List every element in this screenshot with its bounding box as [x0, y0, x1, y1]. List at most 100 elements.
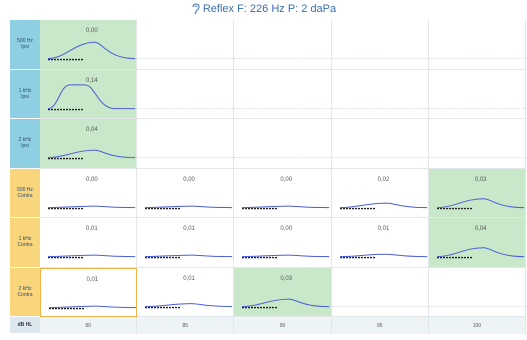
- reflex-value: 0,00: [86, 176, 98, 183]
- reflex-curve: [145, 205, 233, 208]
- reflex-cell[interactable]: 0,14: [40, 69, 138, 119]
- reflex-value: 0,03: [280, 275, 293, 282]
- reflex-curve: [242, 298, 330, 307]
- empty-reference: [428, 107, 526, 109]
- reflex-waveform: [145, 254, 233, 259]
- reflex-cell[interactable]: 0,00: [40, 168, 138, 218]
- reflex-curve: [145, 254, 233, 258]
- reflex-curve: [47, 254, 136, 258]
- empty-reference: [331, 107, 429, 109]
- empty-cell: [428, 20, 526, 70]
- reflex-curve: [339, 202, 427, 208]
- reflex-cell[interactable]: 0,00: [40, 20, 138, 70]
- reflex-curve: [242, 205, 330, 208]
- reflex-waveform: [145, 205, 233, 209]
- reflex-cell[interactable]: 0,03: [234, 267, 332, 317]
- reflex-curve: [47, 205, 136, 208]
- reflex-curve: [242, 254, 330, 258]
- reflex-cell[interactable]: 0,00: [137, 168, 235, 218]
- level-label: 90: [234, 317, 332, 334]
- reflex-value: 0,00: [280, 226, 293, 232]
- reflex-waveform: [242, 205, 330, 209]
- empty-cell: [331, 119, 429, 169]
- reflex-cell[interactable]: 0,01: [137, 267, 235, 317]
- reflex-waveform: [242, 254, 330, 259]
- reflex-waveform: [47, 83, 136, 110]
- empty-cell: [137, 119, 235, 169]
- empty-reference: [137, 58, 235, 59]
- reflex-cell[interactable]: 0,01: [137, 218, 235, 268]
- reflex-curve: [47, 83, 136, 109]
- empty-reference: [428, 305, 526, 307]
- empty-cell: [428, 267, 526, 317]
- empty-reference: [428, 58, 526, 59]
- empty-reference: [234, 58, 332, 59]
- reflex-value: 0,04: [86, 127, 98, 133]
- reflex-value: 0,00: [280, 176, 293, 183]
- reflex-waveform: [47, 149, 136, 160]
- reflex-waveform: [47, 41, 136, 61]
- reflex-cell[interactable]: 0,00: [234, 168, 332, 218]
- reflex-cell[interactable]: 0,04: [40, 119, 138, 169]
- row-label: 500 Hz Ipsi: [10, 20, 40, 70]
- reflex-value: 0,14: [86, 77, 98, 84]
- reflex-curve: [145, 302, 233, 307]
- reflex-waveform: [339, 253, 427, 259]
- footer-label: dB HL: [10, 317, 40, 334]
- level-label: 95: [331, 317, 429, 334]
- reflex-value: 0,01: [183, 226, 195, 232]
- reflex-value: 0,04: [474, 226, 487, 232]
- reflex-cell[interactable]: 0,02: [331, 168, 429, 218]
- ear-icon: [192, 3, 200, 14]
- reflex-curve: [48, 305, 137, 308]
- reflex-curve: [436, 247, 524, 258]
- reflex-grid: 500 Hz Ipsi 0,00 1 kHz Ipsi 0,14 2 kHz Ipsi 0…: [10, 20, 526, 340]
- reflex-curve: [339, 253, 427, 258]
- reflex-waveform: [47, 205, 136, 209]
- reflex-cell[interactable]: 0,03: [428, 168, 526, 218]
- empty-cell: [331, 267, 429, 317]
- reflex-cell[interactable]: 0,01: [40, 218, 138, 268]
- reflex-cell[interactable]: 0,01: [40, 267, 138, 317]
- empty-reference: [137, 157, 235, 158]
- level-label: 85: [137, 317, 235, 334]
- empty-reference: [331, 58, 429, 59]
- reflex-waveform: [48, 305, 137, 309]
- row-label: 500 Hz Contra: [10, 168, 40, 218]
- empty-cell: [428, 119, 526, 169]
- reflex-waveform: [436, 197, 524, 209]
- reflex-cell[interactable]: 0,00: [234, 218, 332, 268]
- reflex-waveform: [242, 298, 330, 308]
- reflex-curve: [47, 41, 136, 60]
- reflex-value: 0,01: [183, 275, 195, 282]
- reflex-waveform: [145, 302, 233, 308]
- reflex-value: 0,00: [86, 28, 98, 34]
- empty-cell: [331, 20, 429, 70]
- empty-reference: [331, 305, 429, 307]
- reflex-value: 0,00: [183, 176, 195, 183]
- empty-cell: [137, 20, 235, 70]
- empty-reference: [234, 107, 332, 109]
- empty-cell: [234, 119, 332, 169]
- reflex-cell[interactable]: 0,04: [428, 218, 526, 268]
- empty-cell: [234, 20, 332, 70]
- empty-cell: [234, 69, 332, 119]
- empty-cell: [428, 69, 526, 119]
- empty-cell: [331, 69, 429, 119]
- level-label: 100: [428, 317, 526, 334]
- reflex-value: 0,01: [86, 226, 98, 232]
- reflex-curve: [47, 149, 136, 159]
- reflex-waveform: [47, 254, 136, 259]
- row-label: 2 kHz Ipsi: [10, 119, 40, 169]
- reflex-waveform: [436, 247, 524, 259]
- empty-cell: [137, 69, 235, 119]
- empty-reference: [428, 157, 526, 158]
- row-label: 1 kHz Ipsi: [10, 69, 40, 119]
- reflex-waveform: [339, 202, 427, 209]
- reflex-value: 0,03: [474, 176, 487, 183]
- empty-reference: [137, 107, 235, 109]
- empty-reference: [331, 157, 429, 158]
- reflex-cell[interactable]: 0,01: [331, 218, 429, 268]
- reflex-header: Reflex F: 226 Hz P: 2 daPa: [0, 0, 527, 18]
- level-label: 80: [40, 317, 138, 334]
